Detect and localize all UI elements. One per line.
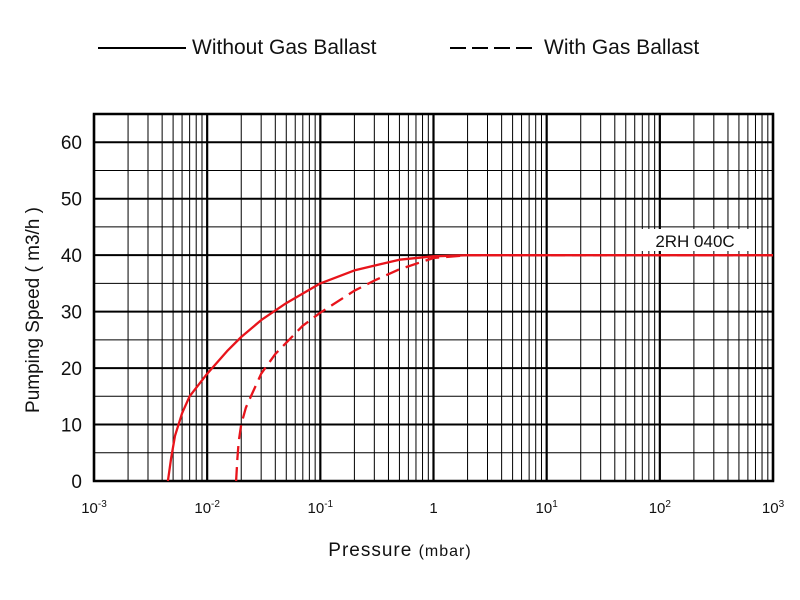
y-tick-label: 30 [61,303,82,324]
x-tick-label: 10-3 [81,499,107,517]
legend-item-with-gas-ballast: With Gas Ballast [450,34,699,62]
y-tick-label: 60 [61,133,82,154]
y-tick-label: 40 [61,246,82,267]
y-axis-label: Pumping Speed ( m3/h ) [23,207,44,413]
x-axis-unit: (mbar) [418,543,472,560]
tick-labels: 0 10 20 30 40 50 60 10-3 10-2 10-1 1 101 102 103 [61,133,785,517]
annotation-group: 2RH 040C [641,229,749,251]
legend-label-with-gas-ballast: With Gas Ballast [544,36,700,59]
y-tick-label: 20 [61,359,82,380]
x-tick-label: 1 [429,500,437,517]
legend-solid-line-icon [98,47,186,49]
x-axis-title: Pressure [328,540,413,561]
legend-item-without-gas-ballast: Without Gas Ballast [98,34,376,62]
plot-frame [92,112,775,483]
annotation-background [641,229,749,251]
legend-dashed-line-icon [450,47,538,49]
x-tick-label: 103 [762,499,785,517]
legend-label-without-gas-ballast: Without Gas Ballast [192,36,377,59]
y-tick-label: 10 [61,416,82,437]
x-tick-label: 101 [536,499,559,517]
annotation-label: 2RH 040C [655,232,734,251]
x-tick-label: 10-2 [194,499,220,517]
x-tick-label: 10-1 [308,499,334,517]
grid-lines [92,112,775,483]
series-line-without-gas-ballast [166,254,773,482]
x-axis-label: Pressure (mbar) [0,540,800,562]
y-tick-label: 50 [61,190,82,211]
y-tick-label: 0 [71,472,82,493]
data-series [166,254,773,482]
x-tick-label: 102 [649,499,672,517]
